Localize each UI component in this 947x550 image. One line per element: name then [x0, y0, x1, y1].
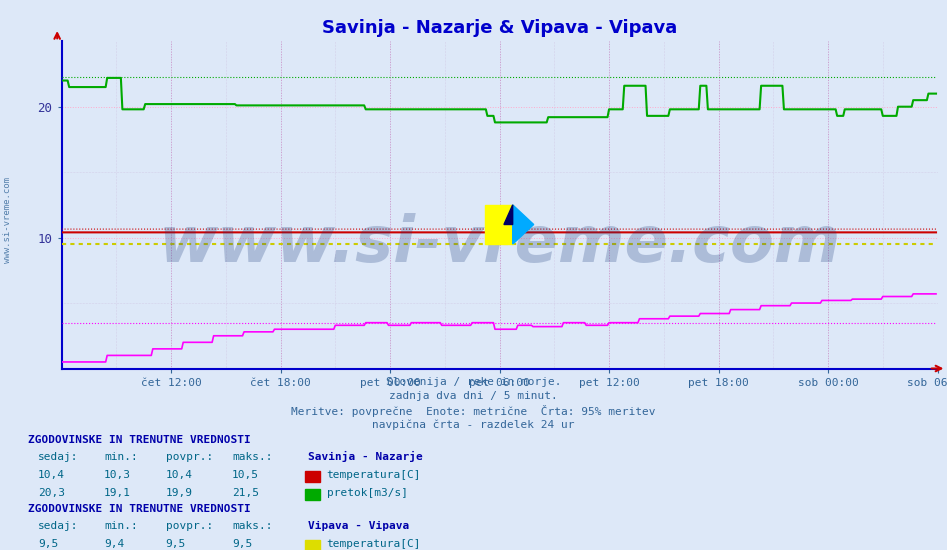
Text: 10,4: 10,4 — [166, 470, 193, 480]
Text: maks.:: maks.: — [232, 521, 273, 531]
Title: Savinja - Nazarje & Vipava - Vipava: Savinja - Nazarje & Vipava - Vipava — [322, 19, 677, 37]
Text: temperatura[C]: temperatura[C] — [327, 470, 421, 480]
Text: navpična črta - razdelek 24 ur: navpična črta - razdelek 24 ur — [372, 420, 575, 430]
Text: 20,3: 20,3 — [38, 487, 65, 498]
Text: Meritve: povprečne  Enote: metrične  Črta: 95% meritev: Meritve: povprečne Enote: metrične Črta:… — [292, 405, 655, 417]
Text: temperatura[C]: temperatura[C] — [327, 538, 421, 549]
Text: povpr.:: povpr.: — [166, 521, 213, 531]
Text: 19,9: 19,9 — [166, 487, 193, 498]
Text: 19,1: 19,1 — [104, 487, 132, 498]
Text: povpr.:: povpr.: — [166, 452, 213, 463]
Text: Vipava - Vipava: Vipava - Vipava — [308, 521, 409, 531]
Text: zadnja dva dni / 5 minut.: zadnja dva dni / 5 minut. — [389, 391, 558, 401]
Text: sedaj:: sedaj: — [38, 521, 79, 531]
Polygon shape — [512, 205, 534, 244]
Text: 9,5: 9,5 — [38, 538, 58, 549]
Text: 10,3: 10,3 — [104, 470, 132, 480]
Text: 9,5: 9,5 — [166, 538, 186, 549]
Text: www.si-vreme.com: www.si-vreme.com — [3, 177, 12, 263]
Text: ZGODOVINSKE IN TRENUTNE VREDNOSTI: ZGODOVINSKE IN TRENUTNE VREDNOSTI — [28, 503, 251, 514]
Text: pretok[m3/s]: pretok[m3/s] — [327, 487, 408, 498]
Text: ZGODOVINSKE IN TRENUTNE VREDNOSTI: ZGODOVINSKE IN TRENUTNE VREDNOSTI — [28, 434, 251, 445]
Polygon shape — [485, 205, 512, 244]
Text: Slovenija / reke in morje.: Slovenija / reke in morje. — [385, 377, 562, 387]
Text: min.:: min.: — [104, 452, 138, 463]
Text: 10,5: 10,5 — [232, 470, 259, 480]
Polygon shape — [504, 205, 512, 224]
Text: www.si-vreme.com: www.si-vreme.com — [158, 213, 841, 275]
Text: min.:: min.: — [104, 521, 138, 531]
Text: sedaj:: sedaj: — [38, 452, 79, 463]
Text: 10,4: 10,4 — [38, 470, 65, 480]
Text: maks.:: maks.: — [232, 452, 273, 463]
Text: 9,5: 9,5 — [232, 538, 252, 549]
Text: 9,4: 9,4 — [104, 538, 124, 549]
Text: 21,5: 21,5 — [232, 487, 259, 498]
Text: Savinja - Nazarje: Savinja - Nazarje — [308, 452, 422, 463]
